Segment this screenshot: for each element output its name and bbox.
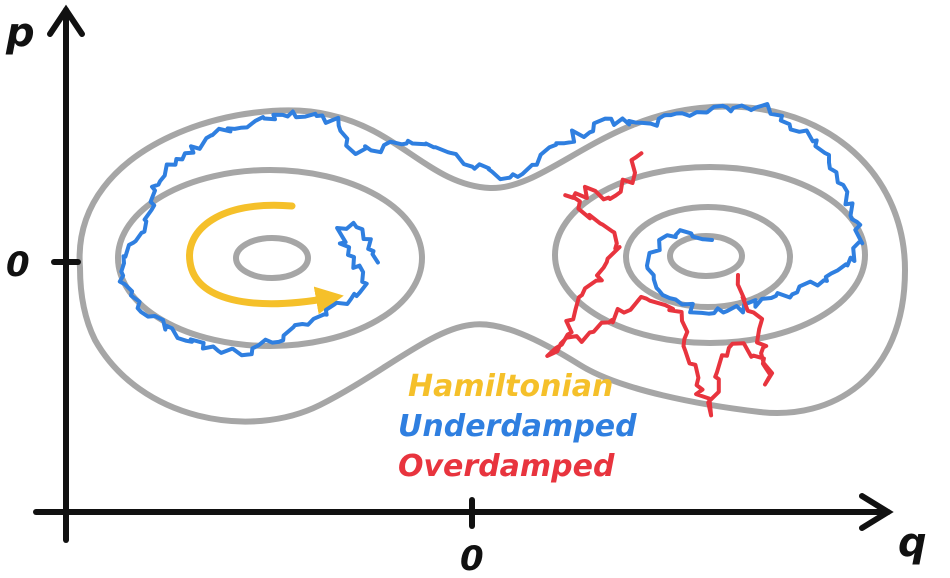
- hamiltonian-trajectory: [186, 201, 344, 315]
- legend: Hamiltonian Underdamped Overdamped: [398, 369, 637, 484]
- axes: [33, 4, 894, 543]
- y-axis-label: p: [5, 10, 35, 56]
- x-axis-arrowhead: [859, 493, 894, 531]
- right-core-contour: [667, 233, 745, 279]
- overdamped-trajectory: [545, 151, 775, 418]
- right-inner-contour: [623, 204, 793, 310]
- right-mid-contour: [552, 164, 868, 346]
- energy-contours: [76, 103, 909, 425]
- underdamped-trajectory: [117, 102, 865, 358]
- x-axis-label: q: [898, 520, 927, 566]
- left-mid-contour: [115, 167, 425, 349]
- y-axis-arrowhead: [47, 4, 85, 37]
- outer-contour: [76, 103, 909, 425]
- x-origin-label: 0: [460, 539, 484, 578]
- legend-overdamped: Overdamped: [398, 449, 615, 484]
- left-inner-contour: [233, 235, 311, 281]
- legend-hamiltonian: Hamiltonian: [408, 369, 613, 404]
- legend-underdamped: Underdamped: [398, 409, 637, 444]
- y-origin-label: 0: [6, 245, 30, 285]
